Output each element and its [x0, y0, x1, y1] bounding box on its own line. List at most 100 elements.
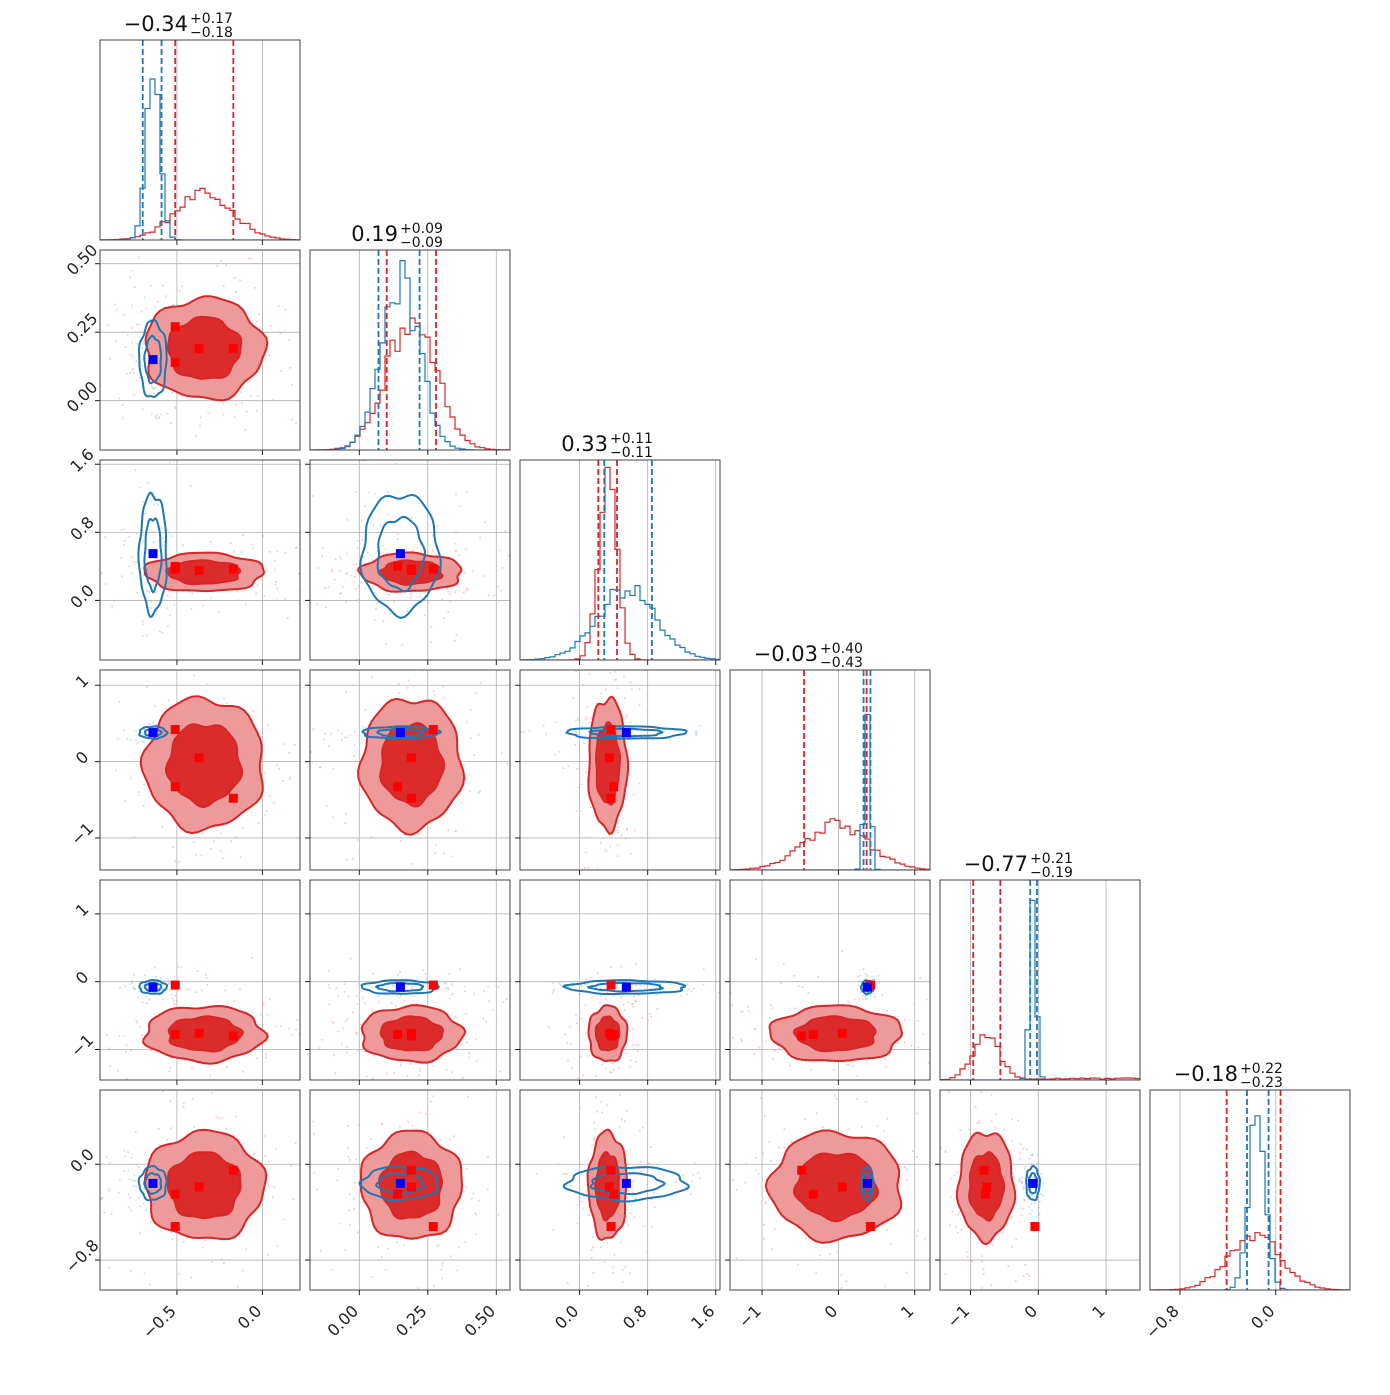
red-sample-dot	[140, 898, 142, 900]
blue-sample-dot	[1038, 1200, 1041, 1203]
red-sample-dot	[584, 851, 587, 854]
blue-sample-dot	[1032, 1176, 1035, 1179]
red-sample-dot	[289, 366, 292, 369]
red-sample-dot	[310, 751, 313, 753]
panel-5-4: −1 0 1	[900, 1089, 1141, 1332]
red-sample-dot	[826, 1077, 828, 1079]
blue-sample-dot	[160, 988, 163, 991]
blue-sample-dot	[141, 358, 144, 361]
red-sample-dot	[575, 670, 578, 673]
blue-sample-dot	[862, 968, 865, 971]
red-sample-dot	[773, 1227, 776, 1230]
red-sample-dot	[1001, 1041, 1003, 1043]
red-sample-dot	[461, 1207, 464, 1210]
red-sample-dot	[625, 1052, 628, 1055]
blue-sample-dot	[878, 981, 881, 984]
red-sample-dot	[355, 995, 358, 998]
blue-sample-dot	[130, 269, 133, 272]
blue-sample-dot	[514, 544, 516, 546]
blue-sample-dot	[153, 503, 156, 506]
blue-sample-dot	[1021, 1176, 1024, 1179]
red-sample-dot	[313, 554, 315, 556]
red-sample-dot	[109, 357, 112, 360]
panel-2-0: 0.00.81.6	[66, 445, 315, 665]
red-sample-dot	[313, 359, 315, 361]
blue-sample-dot	[639, 1160, 642, 1163]
blue-sample-dot	[668, 739, 671, 742]
red-sample-dot	[951, 1210, 954, 1213]
red-sample-dot	[327, 586, 330, 589]
red-sample-dot	[149, 1220, 152, 1223]
red-sample-dot	[705, 1217, 707, 1219]
red-sample-dot	[291, 418, 294, 421]
red-sample-dot	[357, 1124, 360, 1126]
red-sample-dot	[182, 1087, 184, 1089]
red-sample-dot	[966, 1255, 969, 1258]
panel-frame	[939, 879, 1141, 1081]
red-sample-dot	[707, 1043, 709, 1045]
blue-sample-dot	[142, 342, 145, 345]
red-sample-dot	[212, 840, 215, 843]
red-sample-dot	[616, 855, 619, 858]
red-sample-dot	[110, 1213, 113, 1215]
red-sample-dot	[121, 403, 124, 406]
red-sample-dot	[572, 697, 575, 700]
red-sample-dot	[621, 876, 623, 878]
red-sample-dot	[475, 692, 478, 695]
blue-sample-dot	[1024, 1170, 1027, 1173]
red-sample-dot	[419, 596, 422, 599]
red-sample-dot	[440, 1268, 443, 1271]
red-sample-dot	[609, 966, 612, 969]
red-sample-dot	[623, 697, 626, 699]
red-sample-dot	[178, 861, 181, 864]
red-sample-dot	[265, 1053, 268, 1056]
red-sample-dot	[351, 1011, 354, 1014]
x-tick-label: −0.8	[1142, 1301, 1183, 1342]
blue-sample-dot	[312, 728, 315, 731]
red-sample-dot	[632, 1002, 635, 1005]
red-sample-dot	[757, 1173, 760, 1176]
red-sample-dot	[805, 1060, 808, 1063]
red-sample-dot	[975, 1296, 977, 1298]
red-sample-dot	[282, 779, 284, 782]
red-sample-dot	[454, 830, 457, 833]
blue-sample-dot	[395, 462, 398, 465]
red-sample-dot	[399, 1064, 402, 1067]
red-sample-dot	[387, 1247, 390, 1250]
red-sample-dot	[990, 1094, 993, 1096]
red-sample-dot	[616, 829, 619, 832]
blue-sample-dot	[551, 992, 554, 995]
x-tick-label: −1	[735, 1301, 765, 1331]
red-sample-dot	[953, 1174, 956, 1177]
red-sample-dot	[801, 986, 804, 988]
blue-sample-dot	[858, 998, 861, 1001]
panel-frame	[99, 249, 301, 451]
blue-sample-dot	[141, 347, 144, 349]
blue-sample-dot	[475, 1213, 478, 1216]
blue-contour-outer	[138, 979, 169, 995]
red-sample-dot	[559, 1031, 561, 1033]
red-sample-dot	[330, 570, 333, 573]
x-tick-label: 0	[821, 1301, 842, 1322]
red-sample-dot	[732, 1036, 734, 1039]
blue-sample-dot	[118, 986, 121, 989]
blue-sample-dot	[349, 734, 352, 737]
red-sample-dot	[380, 1123, 383, 1126]
blue-sample-dot	[382, 619, 385, 622]
red-sample-dot	[780, 1049, 783, 1051]
red-sample-dot	[462, 764, 465, 767]
red-sample-dot	[900, 1277, 902, 1279]
blue-sample-dot	[161, 537, 164, 540]
blue-sample-dot	[504, 990, 506, 992]
red-sample-dot	[506, 762, 509, 765]
red-sample-dot	[759, 1096, 762, 1099]
red-sample-dot	[118, 700, 121, 703]
red-sample-dot	[501, 752, 503, 755]
blue-sample-dot	[1023, 1168, 1026, 1170]
blue-sample-dot	[450, 993, 453, 996]
red-sample-dot	[276, 550, 279, 553]
red-sample-dot	[195, 991, 198, 994]
blue-sample-dot	[692, 1173, 695, 1176]
blue-sample-dot	[396, 994, 399, 997]
blue-sample-dot	[581, 725, 584, 727]
